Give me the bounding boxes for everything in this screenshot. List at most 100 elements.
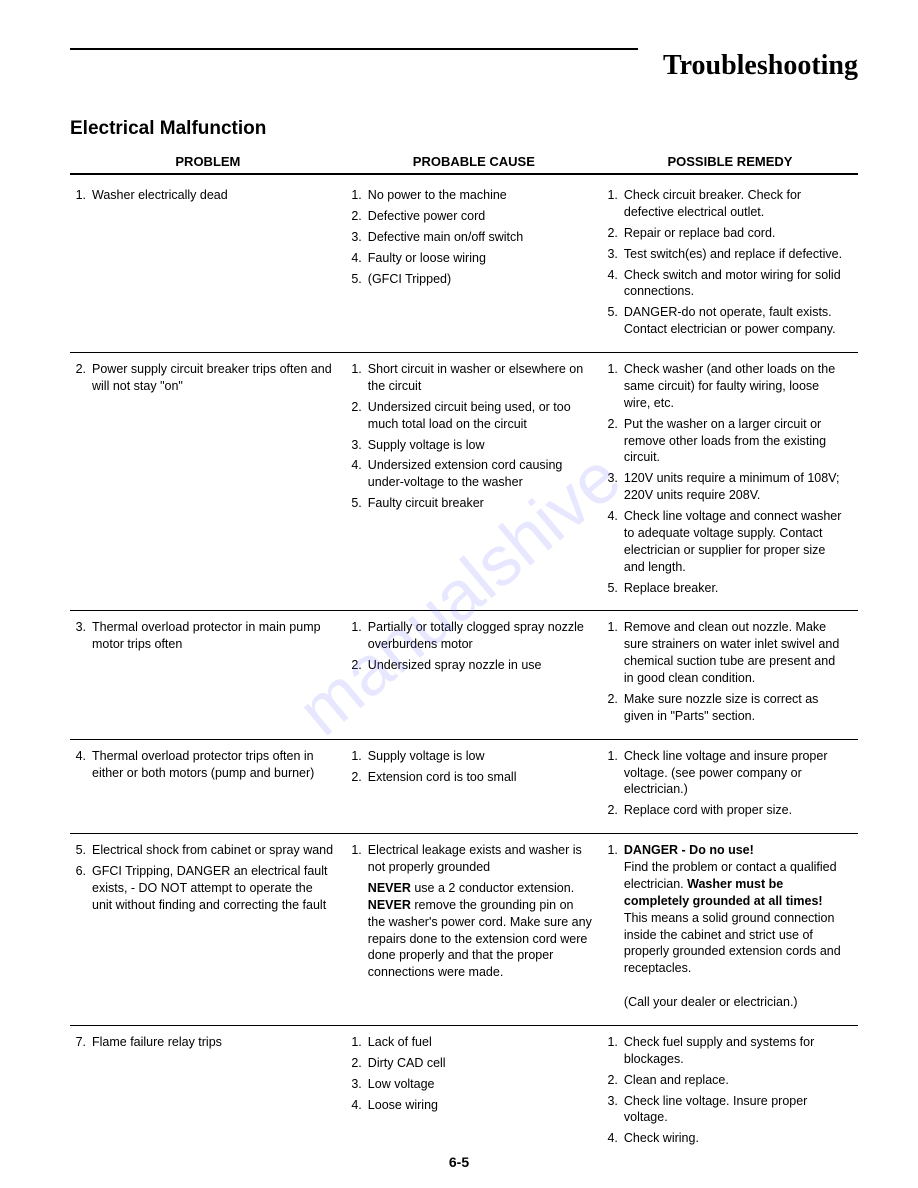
item-text: DANGER - Do no use!Find the problem or c… — [624, 842, 848, 1011]
list-item: 1.Remove and clean out nozzle. Make sure… — [602, 619, 848, 687]
list-item: 4.Loose wiring — [346, 1097, 592, 1114]
item-number: 1. — [346, 361, 368, 395]
item-text: Loose wiring — [368, 1097, 592, 1114]
list-item: 4.Check wiring. — [602, 1130, 848, 1147]
item-text: Check circuit breaker. Check for defecti… — [624, 187, 848, 221]
item-number: 2. — [602, 416, 624, 467]
list-item: 2.Power supply circuit breaker trips oft… — [70, 361, 336, 395]
list-item: 5.Electrical shock from cabinet or spray… — [70, 842, 336, 859]
list-item: 1.Partially or totally clogged spray noz… — [346, 619, 592, 653]
cause-cell: 1.Lack of fuel2.Dirty CAD cell3.Low volt… — [346, 1034, 602, 1151]
table-row: 3.Thermal overload protector in main pum… — [70, 611, 858, 739]
item-number: 1. — [346, 748, 368, 765]
table-row: 5.Electrical shock from cabinet or spray… — [70, 834, 858, 1026]
table-row: 1.Washer electrically dead 1. No power to … — [70, 179, 858, 353]
list-item: 1.Lack of fuel — [346, 1034, 592, 1051]
item-number: 3. — [602, 246, 624, 263]
item-number: 3. — [602, 470, 624, 504]
list-item: 3.Supply voltage is low — [346, 437, 592, 454]
item-number: 1. — [602, 619, 624, 687]
item-number: 2. — [602, 225, 624, 242]
item-text: Test switch(es) and replace if defective… — [624, 246, 848, 263]
item-text: NEVER use a 2 conductor extension. NEVER… — [368, 880, 592, 981]
list-item: 1.Washer electrically dead — [70, 187, 336, 204]
item-number: 5. — [602, 304, 624, 338]
item-text: No power to the machine — [368, 187, 592, 204]
problem-cell: 1.Washer electrically dead — [70, 187, 346, 342]
remedy-cell: 1.Remove and clean out nozzle. Make sure… — [602, 619, 858, 728]
item-number: 5. — [602, 580, 624, 597]
item-number: 2. — [346, 208, 368, 225]
item-text: Check switch and motor wiring for solid … — [624, 267, 848, 301]
item-number: 4. — [346, 250, 368, 267]
item-number: 1. — [602, 748, 624, 799]
item-number: 1. — [602, 361, 624, 412]
remedy-cell: 1.Check fuel supply and systems for bloc… — [602, 1034, 858, 1151]
item-text: Make sure nozzle size is correct as give… — [624, 691, 848, 725]
item-number — [346, 880, 368, 981]
item-number: 1. — [602, 842, 624, 1011]
list-item: 5.(GFCI Tripped) — [346, 271, 592, 288]
list-item: 3.Thermal overload protector in main pum… — [70, 619, 336, 653]
item-number: 1. — [602, 1034, 624, 1068]
item-text: Supply voltage is low — [368, 748, 592, 765]
list-item: 4.Check switch and motor wiring for soli… — [602, 267, 848, 301]
item-text: Replace breaker. — [624, 580, 848, 597]
list-item: 2.Dirty CAD cell — [346, 1055, 592, 1072]
table-row: 4.Thermal overload protector trips often… — [70, 740, 858, 835]
item-number: 5. — [70, 842, 92, 859]
list-item: 1.Electrical leakage exists and washer i… — [346, 842, 592, 876]
item-number: 3. — [346, 229, 368, 246]
item-text: Remove and clean out nozzle. Make sure s… — [624, 619, 848, 687]
list-item: 1.Check circuit breaker. Check for defec… — [602, 187, 848, 221]
item-number: 3. — [70, 619, 92, 653]
list-item: 2.Repair or replace bad cord. — [602, 225, 848, 242]
item-number: 1. — [602, 187, 624, 221]
item-text: Undersized extension cord causing under-… — [368, 457, 592, 491]
problem-cell: 3.Thermal overload protector in main pum… — [70, 619, 346, 728]
item-text: Thermal overload protector trips often i… — [92, 748, 336, 782]
list-item: 4.Check line voltage and connect washer … — [602, 508, 848, 576]
item-number: 4. — [602, 267, 624, 301]
cause-cell: 1.Electrical leakage exists and washer i… — [346, 842, 602, 1015]
item-number: 2. — [70, 361, 92, 395]
list-item: NEVER use a 2 conductor extension. NEVER… — [346, 880, 592, 981]
item-text: Low voltage — [368, 1076, 592, 1093]
item-text: Check washer (and other loads on the sam… — [624, 361, 848, 412]
page-heading: Troubleshooting — [70, 50, 858, 82]
item-number: 2. — [346, 657, 368, 674]
list-item: 2.Clean and replace. — [602, 1072, 848, 1089]
list-item: 3.Test switch(es) and replace if defecti… — [602, 246, 848, 263]
list-item: 2.Extension cord is too small — [346, 769, 592, 786]
table-row: 2.Power supply circuit breaker trips oft… — [70, 353, 858, 611]
item-text: Put the washer on a larger circuit or re… — [624, 416, 848, 467]
list-item: 2.Undersized circuit being used, or too … — [346, 399, 592, 433]
item-number: 3. — [346, 437, 368, 454]
header-cause: PROBABLE CAUSE — [346, 154, 602, 169]
item-text: Short circuit in washer or elsewhere on … — [368, 361, 592, 395]
item-number: 2. — [346, 399, 368, 433]
item-number: 1. — [346, 619, 368, 653]
list-item: 3.Check line voltage. Insure proper volt… — [602, 1093, 848, 1127]
problem-cell: 2.Power supply circuit breaker trips oft… — [70, 361, 346, 600]
item-number: 6. — [70, 863, 92, 914]
item-text: GFCI Tripping, DANGER an electrical faul… — [92, 863, 336, 914]
item-text: Electrical leakage exists and washer is … — [368, 842, 592, 876]
item-number: 1. — [346, 1034, 368, 1051]
item-text: Check wiring. — [624, 1130, 848, 1147]
item-text: Undersized circuit being used, or too mu… — [368, 399, 592, 433]
remedy-cell: 1.Check line voltage and insure proper v… — [602, 748, 858, 824]
item-text: Faulty or loose wiring — [368, 250, 592, 267]
list-item: 3.120V units require a minimum of 108V; … — [602, 470, 848, 504]
item-number: 4. — [602, 1130, 624, 1147]
header-remedy: POSSIBLE REMEDY — [602, 154, 858, 169]
item-text: Defective main on/off switch — [368, 229, 592, 246]
item-text: Defective power cord — [368, 208, 592, 225]
list-item: 6.GFCI Tripping, DANGER an electrical fa… — [70, 863, 336, 914]
list-item: 3.Defective main on/off switch — [346, 229, 592, 246]
item-number: 2. — [602, 802, 624, 819]
page-number: 6-5 — [0, 1154, 918, 1170]
problem-cell: 7.Flame failure relay trips — [70, 1034, 346, 1151]
remedy-cell: 1.Check circuit breaker. Check for defec… — [602, 187, 858, 342]
list-item: 2.Replace cord with proper size. — [602, 802, 848, 819]
